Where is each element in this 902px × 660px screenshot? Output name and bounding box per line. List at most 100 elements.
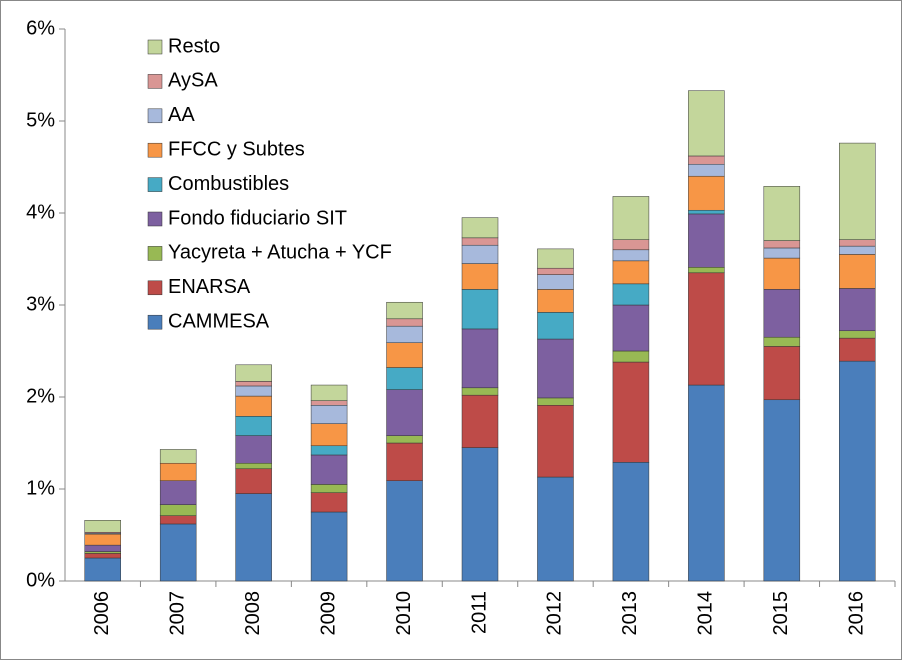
bar-segment xyxy=(688,163,725,177)
bar-segment xyxy=(310,511,348,582)
bar-segment xyxy=(84,557,121,582)
bar-segment xyxy=(235,395,272,417)
bar-segment xyxy=(461,244,499,264)
bar-segment xyxy=(386,342,423,368)
bar-segment xyxy=(839,330,876,339)
bar-segment xyxy=(235,468,272,494)
bar-segment xyxy=(537,397,574,406)
y-tick-label: 1% xyxy=(26,477,55,499)
bar-segment xyxy=(612,260,650,285)
bar-segment xyxy=(84,551,121,554)
legend-label: Resto xyxy=(168,35,220,57)
bar-segment xyxy=(386,389,423,436)
bar-segment xyxy=(839,245,876,255)
bar-segment xyxy=(461,387,499,396)
y-tick-label: 5% xyxy=(26,109,55,131)
bar-segment xyxy=(763,346,801,401)
bar-segment xyxy=(235,416,272,436)
bar-segment xyxy=(84,520,121,533)
bar-segment xyxy=(461,447,499,582)
bar-segment xyxy=(386,301,423,320)
bar-segment xyxy=(688,175,725,211)
x-tick-label: 2015 xyxy=(770,591,792,636)
bar-segment xyxy=(310,454,348,485)
bar-segment xyxy=(159,515,197,525)
bar-segment xyxy=(688,90,725,157)
bar-segment xyxy=(159,523,197,582)
legend-label: Combustibles xyxy=(168,173,289,195)
legend-swatch xyxy=(147,314,163,330)
x-tick-label: 2013 xyxy=(619,591,641,636)
x-tick-label: 2006 xyxy=(91,591,113,636)
x-tick-label: 2012 xyxy=(544,591,566,636)
bar-segment xyxy=(612,304,650,352)
bar-segment xyxy=(235,381,272,387)
bar-segment xyxy=(461,237,499,246)
bar-segment xyxy=(159,480,197,505)
bar-segment xyxy=(310,492,348,513)
legend-swatch xyxy=(147,74,163,89)
bar-segment xyxy=(612,283,650,306)
bar-segment xyxy=(386,325,423,343)
bar-segment xyxy=(839,142,876,240)
bar-segment xyxy=(159,462,197,481)
bar-segment xyxy=(537,289,574,313)
bar-segment xyxy=(839,337,876,362)
bar-segment xyxy=(612,196,650,240)
bar-segment xyxy=(612,239,650,251)
legend-label: Yacyreta + Atucha + YCF xyxy=(168,242,392,264)
bar-segment xyxy=(310,384,348,401)
bar-segment xyxy=(763,240,801,249)
legend-label: CAMMESA xyxy=(168,310,270,332)
bar-segment xyxy=(763,186,801,241)
x-tick-label: 2011 xyxy=(468,591,490,634)
bar-segment xyxy=(763,399,801,582)
y-tick-label: 3% xyxy=(26,293,55,315)
legend-label: Fondo fiduciario SIT xyxy=(168,207,347,229)
legend-swatch xyxy=(147,39,163,55)
bar-segment xyxy=(612,361,650,463)
bar-segment xyxy=(235,364,272,382)
bar-segment xyxy=(235,385,272,397)
bar-segment xyxy=(839,239,876,247)
legend-label: FFCC y Subtes xyxy=(168,138,305,160)
bar-segment xyxy=(310,484,348,493)
bar-segment xyxy=(537,405,574,478)
bar-segment xyxy=(537,248,574,269)
bar-segment xyxy=(159,449,197,464)
bar-segment xyxy=(612,249,650,262)
bar-segment xyxy=(386,480,423,582)
bar-segment xyxy=(235,493,272,582)
legend-label: AySA xyxy=(168,70,218,92)
legend-label: AA xyxy=(168,104,195,126)
x-tick-label: 2008 xyxy=(242,591,264,636)
x-tick-label: 2007 xyxy=(166,591,188,636)
bar-segment xyxy=(537,476,574,582)
bar-segment xyxy=(763,289,801,338)
legend-swatch xyxy=(147,246,163,261)
bar-segment xyxy=(84,533,121,546)
bar-segment xyxy=(763,257,801,290)
x-tick-label: 2010 xyxy=(393,591,415,636)
bar-segment xyxy=(688,155,725,165)
bar-segment xyxy=(688,272,725,386)
bar-segment xyxy=(310,445,348,456)
bar-segment xyxy=(84,553,121,559)
bar-segment xyxy=(688,213,725,268)
bar-segment xyxy=(461,394,499,448)
bar-segment xyxy=(839,360,876,582)
bar-segment xyxy=(537,274,574,290)
bar-segment xyxy=(310,405,348,424)
y-tick-label: 6% xyxy=(26,17,55,39)
bar-segment xyxy=(310,400,348,406)
bar-segment xyxy=(688,267,725,274)
bar-segment xyxy=(688,209,725,215)
bar-segment xyxy=(386,435,423,444)
bar-segment xyxy=(763,336,801,347)
bar-segment xyxy=(612,462,650,582)
bar-segment xyxy=(386,367,423,390)
bar-segment xyxy=(839,254,876,289)
bar-segment xyxy=(235,435,272,464)
bar-segment xyxy=(461,263,499,290)
